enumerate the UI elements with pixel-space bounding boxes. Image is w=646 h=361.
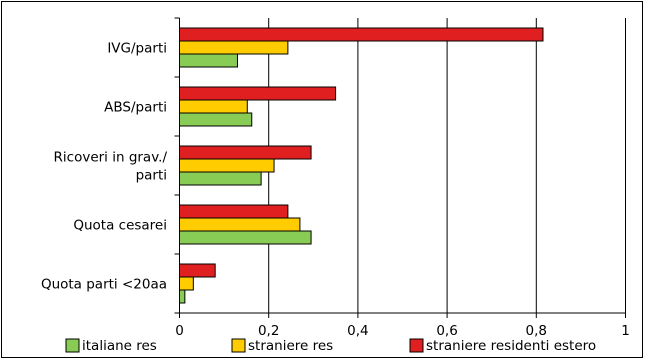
bar — [179, 158, 275, 173]
x-tick-label: 1 — [621, 323, 630, 339]
x-tick-label: 0,6 — [436, 323, 457, 339]
bar — [179, 112, 253, 127]
bar — [179, 40, 289, 55]
category-label: Quota cesarei — [73, 218, 167, 234]
category-label: ABS/parti — [104, 100, 167, 116]
bar — [179, 230, 312, 245]
legend-label: straniere res — [248, 338, 333, 354]
legend-swatch — [231, 338, 246, 353]
bar — [179, 27, 544, 42]
bar — [179, 99, 248, 114]
x-tick-label: 0,2 — [258, 323, 279, 339]
category-label: IVG/parti — [107, 41, 167, 57]
bar — [179, 276, 194, 291]
bar — [179, 171, 262, 186]
legend-swatch — [65, 338, 80, 353]
category-label: parti — [136, 168, 167, 184]
x-tick-label: 0,4 — [347, 323, 368, 339]
bar — [179, 263, 216, 278]
legend-label: italiane res — [82, 338, 157, 354]
bar — [179, 204, 289, 219]
bar — [179, 289, 186, 304]
bar — [179, 53, 238, 68]
bar — [179, 86, 337, 101]
bar — [179, 217, 301, 232]
x-tick-label: 0,8 — [526, 323, 547, 339]
category-label: Ricoveri in grav./ — [54, 150, 168, 166]
x-tick-label: 0 — [175, 323, 184, 339]
category-label: Quota parti <20aa — [41, 277, 167, 293]
legend-swatch — [409, 338, 424, 353]
legend-label: straniere residenti estero — [426, 338, 596, 354]
bar — [179, 145, 312, 160]
